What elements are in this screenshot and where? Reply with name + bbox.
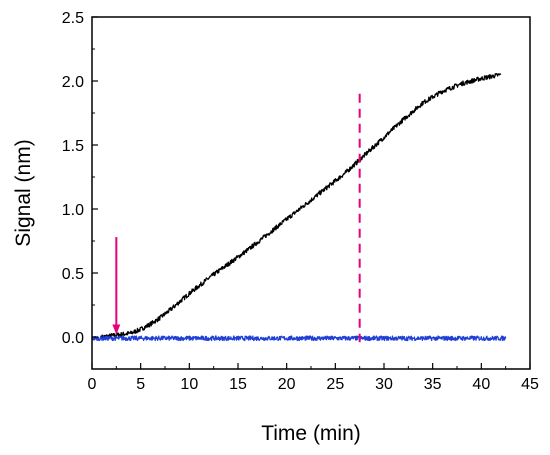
x-tick-label: 45 <box>521 376 539 393</box>
x-tick-label: 30 <box>375 376 393 393</box>
x-tick-label: 40 <box>472 376 490 393</box>
ticks-layer: 0 5 10 15 20 25 30 35 40 45 0.0 0.5 1.0 1.5 2.0 2.5 <box>62 10 539 393</box>
x-tick-label: 35 <box>424 376 442 393</box>
y-axis-title: Signal (nm) <box>12 139 35 246</box>
x-tick-label: 20 <box>278 376 296 393</box>
x-axis-title: Time (min) <box>261 422 361 445</box>
series-line-2 <box>91 335 507 342</box>
x-tick-label: 5 <box>136 376 145 393</box>
annotation-layer <box>112 93 361 343</box>
plot-frame <box>91 16 531 370</box>
x-tick-label: 10 <box>180 376 198 393</box>
arrow-head <box>112 324 121 335</box>
y-tick-label: 0.5 <box>62 266 84 283</box>
x-tick-label: 15 <box>229 376 247 393</box>
x-tick-label: 0 <box>88 376 97 393</box>
y-tick-label: 2.5 <box>62 10 84 27</box>
x-tick-label: 25 <box>326 376 344 393</box>
y-tick-label: 2.0 <box>62 74 84 91</box>
y-tick-label: 1.5 <box>62 138 84 155</box>
y-tick-label: 1.0 <box>62 202 84 219</box>
series-line-1 <box>101 72 502 340</box>
data-layer <box>91 72 507 342</box>
y-tick-label: 0.0 <box>62 330 84 347</box>
